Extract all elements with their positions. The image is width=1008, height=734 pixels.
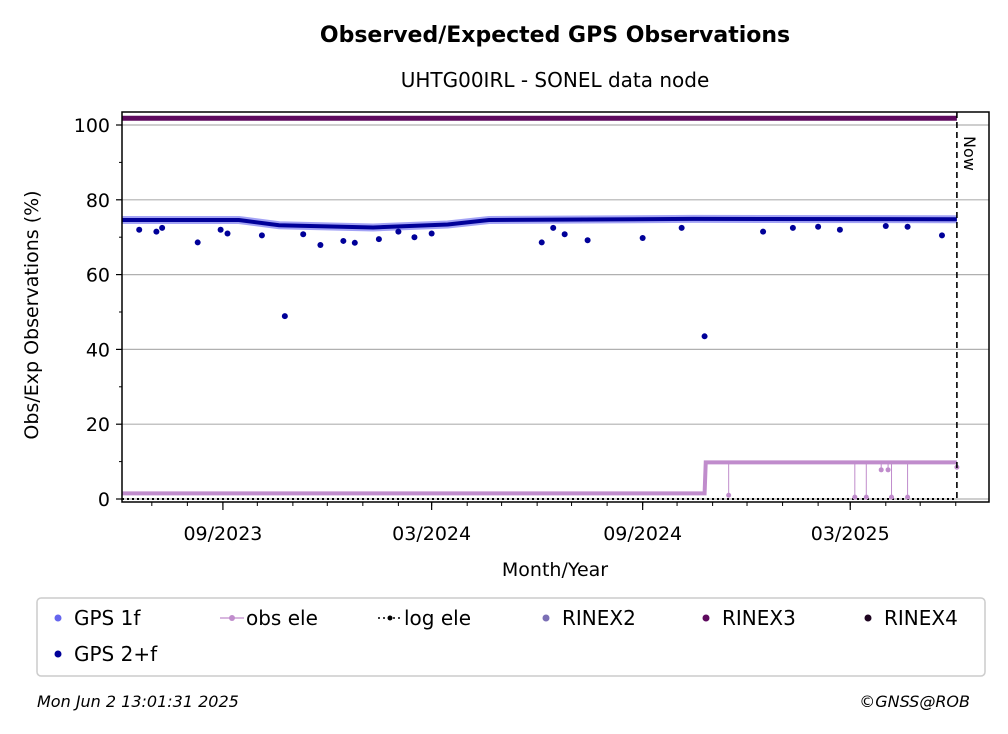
gps-2f-point — [352, 240, 358, 246]
y-tick-label: 80 — [86, 190, 110, 212]
gps-2f-point — [340, 238, 346, 244]
obs-ele-point — [879, 467, 884, 472]
gps-2f-point — [939, 232, 945, 238]
legend-label: RINEX4 — [884, 606, 958, 630]
gps-2f-point — [136, 227, 142, 233]
gps-2f-point — [218, 227, 224, 233]
legend-label: RINEX3 — [722, 606, 796, 630]
obs-ele-point — [864, 495, 869, 500]
gps-2f-point — [640, 235, 646, 241]
gps-2f-point — [815, 224, 821, 230]
gps-2f-point — [153, 229, 159, 235]
gps-2f-point — [300, 231, 306, 237]
legend-label: obs ele — [246, 606, 318, 630]
gps-2f-point — [282, 313, 288, 319]
gps-2f-point — [702, 333, 708, 339]
gps-2f-point — [760, 229, 766, 235]
gps-2f-point — [679, 225, 685, 231]
legend-marker — [703, 615, 710, 622]
y-tick-label: 40 — [86, 339, 110, 361]
x-axis: 09/2023 03/2024 09/2024 03/2025 — [152, 502, 956, 545]
x-tick-label: 03/2024 — [392, 523, 471, 545]
gps-2f-point — [225, 230, 231, 236]
legend-marker — [388, 616, 393, 621]
gps-2f-point — [195, 239, 201, 245]
gps-2f-point — [905, 224, 911, 230]
gps-2f-point — [317, 242, 323, 248]
gps-2f-point — [395, 229, 401, 235]
chart-subtitle: UHTG00IRL - SONEL data node — [401, 68, 710, 92]
gps-2f-point — [259, 232, 265, 238]
legend-label: log ele — [404, 606, 471, 630]
legend-marker — [229, 615, 235, 621]
legend-marker — [543, 615, 550, 622]
chart-title: Observed/Expected GPS Observations — [320, 23, 790, 48]
legend-box — [37, 598, 985, 676]
obs-ele-point — [726, 493, 731, 498]
legend-marker — [55, 615, 62, 622]
x-axis-label: Month/Year — [502, 559, 608, 581]
obs-ele-point — [905, 495, 910, 500]
gps-2f-point — [411, 234, 417, 240]
gps-2f-point — [585, 237, 591, 243]
y-tick-label: 100 — [74, 115, 110, 137]
chart-figure: Observed/Expected GPS Observations UHTG0… — [0, 0, 1008, 734]
plot-frame — [122, 112, 989, 502]
y-axis-label: Obs/Exp Observations (%) — [21, 190, 43, 439]
legend-label: GPS 1f — [74, 606, 141, 630]
legend-marker — [55, 651, 62, 658]
y-axis: 0 20 40 60 80 100 — [74, 115, 122, 511]
gps-2f-point — [790, 225, 796, 231]
chart-svg: Observed/Expected GPS Observations UHTG0… — [0, 0, 1008, 734]
y-tick-label: 0 — [98, 489, 110, 511]
series-layer: Now — [122, 112, 979, 502]
grid — [122, 125, 989, 499]
footer-credit: ©GNSS@ROB — [859, 692, 970, 711]
obs-ele-line — [122, 462, 957, 493]
legend-marker — [865, 615, 872, 622]
y-tick-label: 60 — [86, 265, 110, 287]
legend: GPS 1f obs ele log ele RINEX2 RINEX3 RINEX4 GP… — [37, 598, 985, 676]
gps-2f-point — [539, 239, 545, 245]
x-tick-label: 09/2024 — [603, 523, 682, 545]
now-label: Now — [960, 136, 979, 171]
legend-label: RINEX2 — [562, 606, 636, 630]
obs-ele-point — [889, 495, 894, 500]
gps-2f-point — [550, 225, 556, 231]
footer-timestamp: Mon Jun 2 13:01:31 2025 — [37, 692, 239, 711]
gps-2f-point — [376, 236, 382, 242]
legend-label: GPS 2+f — [74, 642, 158, 666]
gps-2f-point — [837, 227, 843, 233]
x-tick-label: 03/2025 — [811, 523, 890, 545]
gps-2f-point — [562, 231, 568, 237]
y-tick-label: 20 — [86, 414, 110, 436]
obs-ele-point — [852, 495, 857, 500]
gps-2f-point — [883, 223, 889, 229]
x-tick-label: 09/2023 — [183, 523, 262, 545]
gps-2f-point — [429, 230, 435, 236]
obs-ele-point — [886, 467, 891, 472]
gps-2f-point — [159, 225, 165, 231]
